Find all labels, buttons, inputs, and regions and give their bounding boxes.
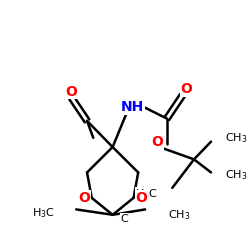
Text: O: O xyxy=(180,82,192,96)
Text: CH$_3$: CH$_3$ xyxy=(225,169,248,182)
Text: O: O xyxy=(66,84,78,98)
Text: O: O xyxy=(78,191,90,205)
Text: O: O xyxy=(135,191,147,205)
Text: H$_3$C: H$_3$C xyxy=(136,187,158,201)
Text: CH$_3$: CH$_3$ xyxy=(168,208,191,222)
Text: H$_3$C: H$_3$C xyxy=(32,206,54,220)
Text: NH: NH xyxy=(121,100,144,114)
Text: C: C xyxy=(120,214,128,224)
Text: CH$_3$: CH$_3$ xyxy=(225,132,248,145)
Text: O: O xyxy=(152,136,164,149)
